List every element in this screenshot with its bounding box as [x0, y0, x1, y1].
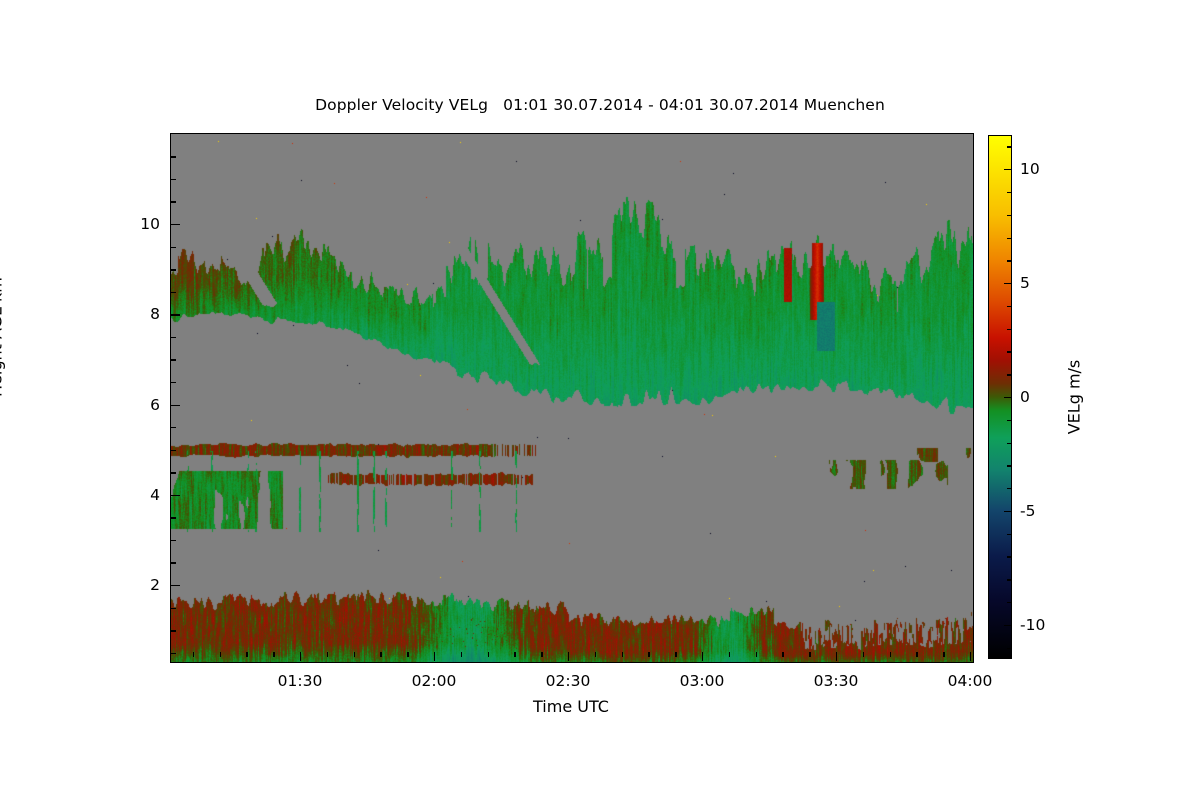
colorbar-tick-minor	[1007, 419, 1011, 422]
y-tick-minor	[171, 517, 176, 519]
x-tick-minor	[487, 652, 489, 657]
y-axis-title: Height AGL km	[0, 277, 6, 397]
colorbar-tick-minor	[1007, 488, 1011, 490]
colorbar-tick-minor	[1007, 556, 1011, 558]
radar-heatmap-canvas	[171, 134, 973, 662]
x-tick-major	[702, 652, 704, 661]
y-tick-label: 4	[150, 485, 160, 504]
y-tick-label: 2	[150, 576, 160, 594]
colorbar-tick-minor	[1007, 465, 1011, 467]
x-tick-minor	[246, 652, 248, 657]
colorbar-tick-label: 5	[1020, 274, 1030, 293]
x-tick-minor	[648, 652, 650, 657]
y-tick-minor	[171, 359, 176, 361]
y-tick-major	[171, 404, 180, 406]
colorbar-tick-major	[1004, 397, 1011, 399]
y-tick-minor	[171, 201, 176, 203]
y-tick-minor	[171, 246, 176, 248]
x-tick-minor	[326, 652, 329, 657]
x-tick-major	[434, 652, 436, 661]
x-tick-minor	[728, 652, 731, 657]
y-tick-major	[171, 494, 180, 497]
y-tick-minor	[171, 472, 176, 474]
x-tick-minor	[407, 652, 409, 657]
colorbar-tick-label: 10	[1020, 160, 1040, 179]
colorbar-tick-minor	[1007, 146, 1011, 148]
y-tick-minor	[171, 562, 176, 564]
plot-area	[170, 133, 974, 663]
x-tick-major	[970, 652, 972, 661]
x-tick-minor	[460, 652, 463, 657]
y-tick-major	[171, 585, 180, 587]
colorbar-tick-major	[1004, 283, 1011, 285]
y-tick-minor	[171, 630, 176, 632]
x-tick-minor	[514, 652, 516, 657]
x-tick-label: 03:00	[679, 672, 725, 690]
colorbar-tick-label: -5	[1020, 501, 1036, 520]
colorbar-tick-minor	[1007, 260, 1011, 262]
colorbar-tick-minor	[1007, 328, 1011, 330]
x-tick-minor	[809, 652, 811, 657]
colorbar-tick-minor	[1007, 442, 1011, 444]
x-tick-minor	[541, 652, 543, 657]
colorbar-tick-major	[1004, 624, 1011, 627]
x-tick-label: 01:30	[277, 672, 323, 690]
x-tick-minor	[943, 652, 945, 657]
colorbar-tick-minor	[1007, 647, 1011, 649]
colorbar-tick-minor	[1007, 191, 1011, 194]
x-tick-label: 02:30	[545, 672, 591, 690]
chart-title: Doppler Velocity VELg 01:01 30.07.2014 -…	[315, 96, 885, 114]
y-tick-label: 8	[150, 305, 160, 324]
colorbar-tick-label: 0	[1020, 388, 1030, 406]
y-tick-label: 10	[140, 215, 160, 233]
y-tick-minor	[171, 607, 176, 609]
x-tick-label: 04:00	[947, 672, 993, 690]
x-axis-title: Time UTC	[533, 697, 609, 716]
x-tick-minor	[380, 652, 382, 657]
colorbar-tick-minor	[1007, 533, 1011, 535]
colorbar-tick-major	[1004, 510, 1011, 513]
y-tick-label: 6	[150, 395, 160, 414]
x-tick-minor	[621, 652, 623, 657]
x-tick-minor	[916, 652, 918, 657]
colorbar-tick-major	[1004, 169, 1011, 171]
x-tick-minor	[862, 652, 865, 657]
colorbar-tick-minor	[1007, 237, 1011, 239]
y-tick-minor	[171, 269, 176, 271]
y-tick-minor	[171, 652, 176, 655]
x-tick-minor	[889, 652, 891, 657]
x-tick-minor	[782, 652, 784, 657]
x-tick-minor	[594, 652, 597, 657]
y-tick-minor	[171, 427, 176, 429]
x-tick-major	[836, 652, 838, 661]
y-tick-minor	[171, 381, 176, 384]
colorbar-tick-minor	[1007, 305, 1011, 308]
x-tick-label: 03:30	[813, 672, 859, 690]
x-tick-major	[568, 652, 570, 661]
y-tick-minor	[171, 178, 176, 181]
x-tick-minor	[273, 652, 275, 657]
colorbar-tick-minor	[1007, 579, 1011, 581]
colorbar-title: VELg m/s	[1064, 359, 1084, 435]
y-tick-minor	[171, 449, 176, 452]
x-tick-label: 02:00	[411, 672, 457, 690]
colorbar-tick-minor	[1007, 214, 1011, 217]
colorbar-tick-minor	[1007, 351, 1011, 353]
y-tick-minor	[171, 336, 176, 339]
colorbar-tick-minor	[1007, 602, 1011, 604]
y-tick-minor	[171, 291, 176, 294]
x-tick-minor	[353, 652, 355, 657]
x-tick-minor	[675, 652, 677, 657]
colorbar-tick-label: -10	[1020, 615, 1046, 634]
y-tick-minor	[171, 539, 176, 542]
x-tick-minor	[219, 652, 221, 657]
x-tick-minor	[755, 652, 757, 657]
y-tick-minor	[171, 156, 176, 158]
colorbar-tick-minor	[1007, 374, 1011, 376]
x-tick-major	[300, 652, 302, 661]
y-tick-major	[171, 224, 180, 226]
x-tick-minor	[192, 652, 195, 657]
y-tick-major	[171, 314, 180, 316]
